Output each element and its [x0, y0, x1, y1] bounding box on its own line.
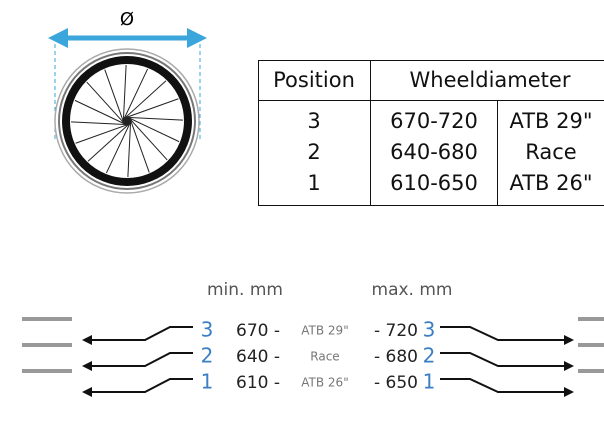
position-left: 2 — [201, 344, 214, 368]
spoke — [122, 64, 127, 123]
table-cell: ATB 29" — [509, 109, 592, 133]
table-cell: ATB 26" — [509, 171, 592, 195]
table-cell: 3 — [307, 109, 320, 133]
position-left: 3 — [201, 318, 214, 342]
table-header: Position — [273, 68, 355, 92]
spoke — [124, 98, 179, 119]
grey-bar — [22, 317, 72, 321]
min-value: 610 - — [236, 373, 280, 393]
spoke — [128, 116, 168, 161]
position-right: 2 — [423, 344, 436, 368]
arrow-left — [82, 326, 193, 345]
position-right: 1 — [423, 370, 436, 394]
spoke — [127, 119, 132, 178]
spoke — [87, 122, 132, 162]
min-label: min. mm — [207, 280, 283, 300]
wheel-type: ATB 26" — [301, 376, 348, 390]
spoke — [122, 68, 149, 122]
spoke — [125, 116, 184, 121]
position-left: 1 — [201, 370, 214, 394]
grey-bar — [578, 369, 604, 373]
arrow-left — [82, 378, 193, 397]
grey-bar — [22, 343, 72, 347]
grey-bar — [578, 317, 604, 321]
spoke — [122, 80, 167, 120]
spoke — [126, 116, 180, 143]
diameter-symbol: Ø — [120, 9, 134, 30]
hub — [122, 116, 132, 126]
position-right: 3 — [423, 318, 436, 342]
table-cell: 670-720 — [390, 109, 478, 133]
wheel-type: Race — [310, 350, 339, 364]
wheel-icon — [48, 28, 207, 194]
max-value: - 650 — [374, 373, 418, 393]
table-cell: 2 — [307, 140, 320, 164]
max-label: max. mm — [372, 280, 453, 300]
table-cell: 610-650 — [390, 171, 478, 195]
table-cell: Race — [525, 140, 576, 164]
spoke — [104, 69, 125, 124]
arrow-right — [440, 352, 574, 371]
spoke — [70, 121, 129, 126]
table-header: Wheeldiameter — [410, 68, 571, 92]
spoke — [74, 99, 128, 126]
spoke — [129, 118, 150, 173]
spoke — [105, 120, 132, 174]
wheel-type: ATB 29" — [301, 324, 348, 338]
grey-bar — [22, 369, 72, 373]
arrow-left — [82, 352, 193, 371]
spoke — [86, 81, 126, 126]
table-cell: 1 — [307, 171, 320, 195]
table-cell: 640-680 — [390, 140, 478, 164]
arrow-right — [440, 326, 574, 345]
min-value: 670 - — [236, 321, 280, 341]
grey-bar — [578, 343, 604, 347]
min-value: 640 - — [236, 347, 280, 367]
max-value: - 720 — [374, 321, 418, 341]
size-table — [258, 60, 604, 206]
spoke — [75, 123, 130, 144]
max-value: - 680 — [374, 347, 418, 367]
arrow-right — [440, 378, 574, 397]
